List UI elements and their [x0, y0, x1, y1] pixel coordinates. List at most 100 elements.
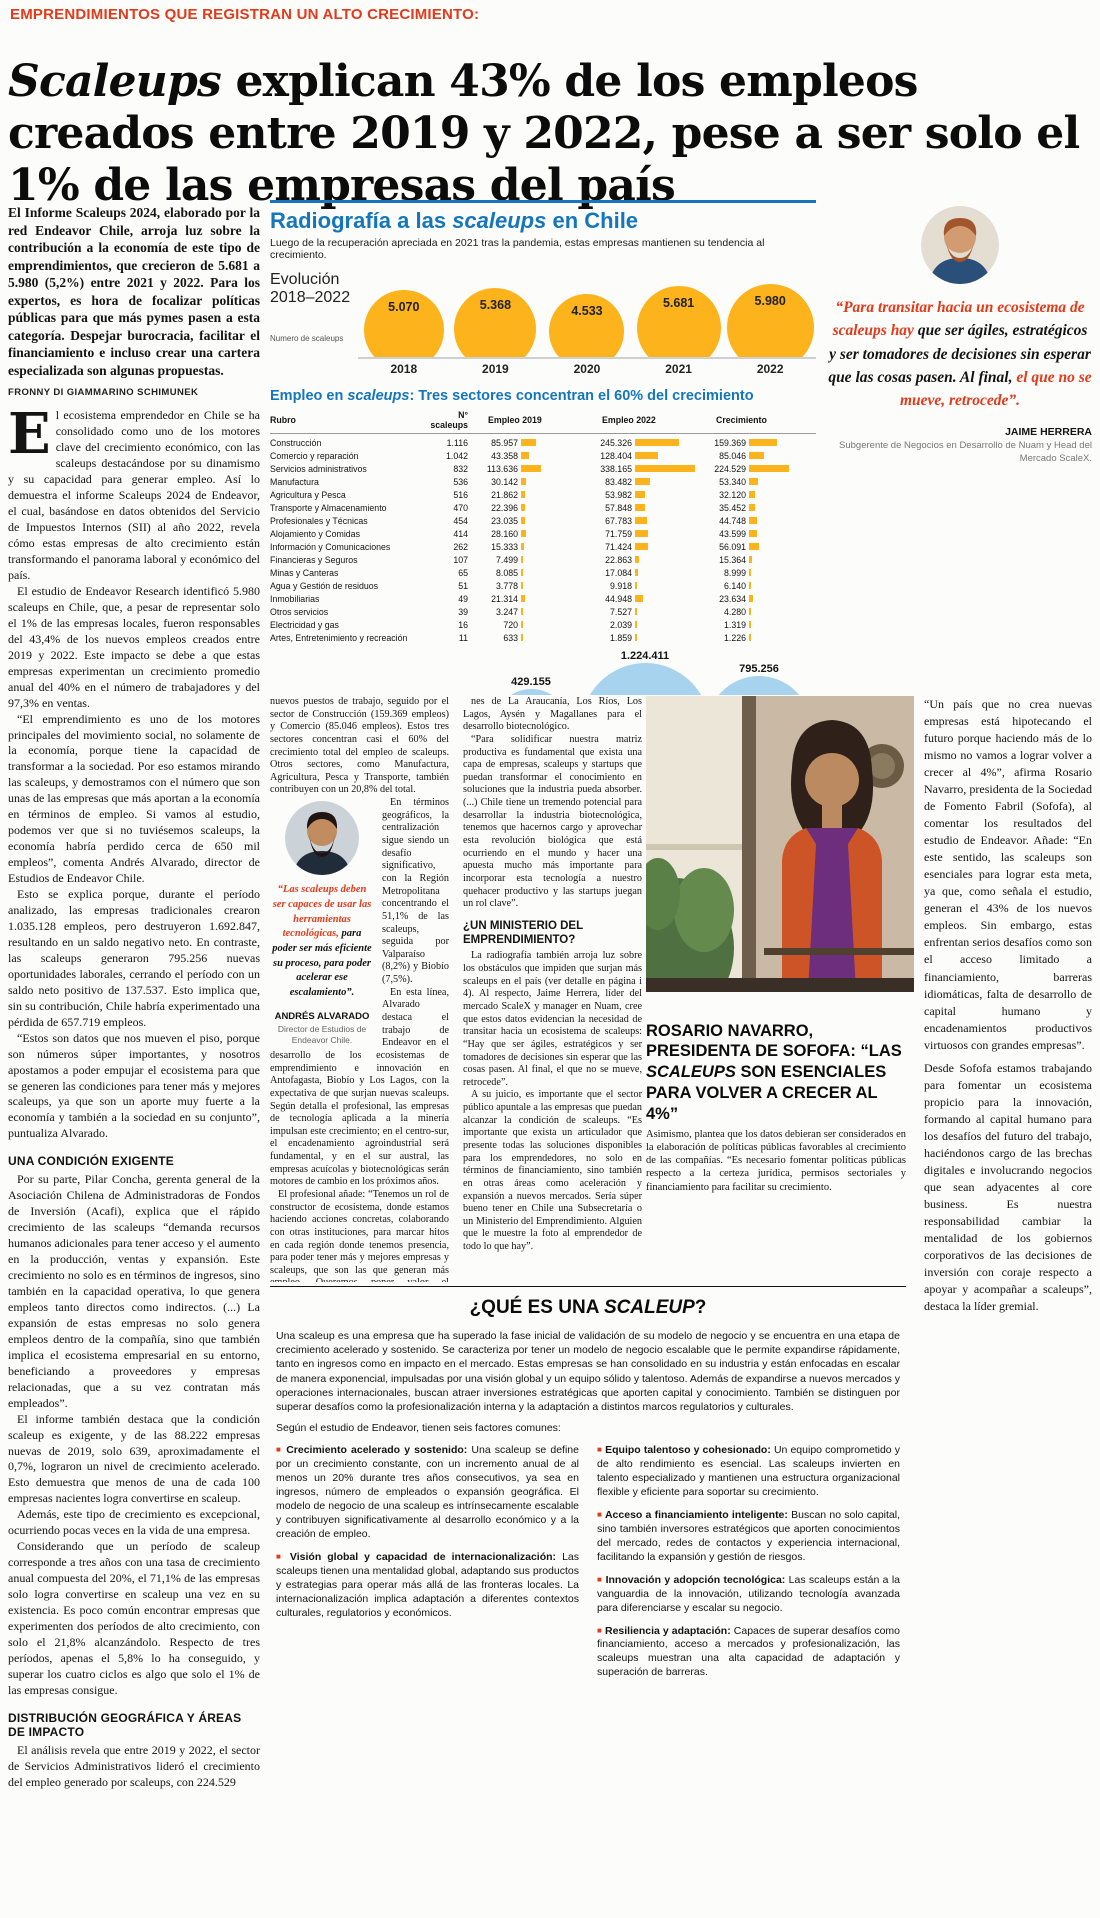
factor-item: ■ Visión global y capacidad de internaci… [276, 1551, 579, 1621]
value: 53.982 [605, 489, 632, 500]
value-cell: 53.340 [702, 477, 816, 487]
value-cell: 17.084 [588, 568, 702, 578]
value: 23.035 [491, 515, 518, 526]
left-paragraphs-a: El estudio de Endeavor Research identifi… [8, 584, 260, 1142]
factor-title: Crecimiento acelerado y sostenido: [282, 1444, 472, 1457]
lead-paragraph: El Informe Scaleups 2024, elaborado por … [8, 205, 260, 378]
value-bar [521, 530, 526, 537]
value-bar [749, 569, 751, 576]
value-cell: 2.039 [588, 620, 702, 630]
paragraph: Esto se explica porque, durante el perío… [8, 887, 260, 1029]
value-bar [749, 543, 759, 550]
n-scaleups-value: 16 [458, 619, 468, 630]
value: 128.404 [600, 450, 632, 461]
value: 15.333 [491, 541, 518, 552]
evolution-label-line2: 2018–2022 [270, 289, 351, 307]
middle-column-a: nuevos puestos de trabajo, seguido por e… [270, 696, 449, 1282]
evolution-years: 2018 2019 2020 2021 2022 [358, 362, 816, 376]
value-bar [521, 478, 526, 485]
table-row: Electricidad y gas 16 720 2.039 1.319 [270, 618, 816, 631]
table-row: Manufactura 536 30.142 83.482 53.340 [270, 475, 816, 488]
value: 159.369 [714, 437, 746, 448]
n-scaleups-value: 414 [453, 528, 468, 539]
factor-title: Acceso a financiamiento inteligente: [602, 1508, 792, 1521]
value: 30.142 [491, 476, 518, 487]
value-cell: 23.634 [702, 594, 816, 604]
factor-item: ■ Acceso a financiamiento inteligente: B… [597, 1509, 900, 1565]
n-scaleups-value: 1.042 [445, 450, 468, 461]
factor-item: ■ Innovación y adopción tecnológica: Las… [597, 1574, 900, 1616]
value-cell: 53.982 [588, 490, 702, 500]
n-scaleups-value: 11 [458, 632, 468, 643]
paragraph: A su juicio, es importante que el sector… [463, 1089, 642, 1253]
alvarado-title: Director de Estudios de Endeavor Chile. [277, 1024, 367, 1046]
value-bar [635, 543, 648, 550]
total-dome-shape [707, 676, 811, 695]
table-row: Agua y Gestión de residuos 51 3.778 9.918 6.… [270, 579, 816, 592]
byline: FRONNY DI GIAMMARINO SCHIMUNEK [8, 387, 199, 399]
value: 35.452 [719, 502, 746, 513]
value-cell: 35.452 [702, 503, 816, 513]
factor-title: Innovación y adopción tecnológica: [602, 1573, 789, 1586]
sector-name: Manufactura [270, 476, 319, 487]
value-cell: 43.599 [702, 529, 816, 539]
evolution-year: 2020 [573, 362, 601, 376]
value-cell: 15.333 [474, 542, 588, 552]
value: 83.482 [605, 476, 632, 487]
total-value: 429.155 [511, 676, 551, 688]
value-bar [635, 569, 638, 576]
employment-table-body: Construcción 1.116 85.957 245.326 159.369 Com… [270, 436, 816, 644]
paragraph: Por su parte, Pilar Concha, gerenta gene… [8, 1172, 260, 1410]
factor-text: Un equipo comprometido y de alto rendimi… [597, 1444, 900, 1498]
sector-name: Información y Comunicaciones [270, 541, 391, 552]
n-scaleups-value: 1.116 [446, 437, 468, 448]
n-scaleups-value: 454 [453, 515, 468, 526]
sector-name: Profesionales y Técnicas [270, 515, 368, 526]
opening-text: l ecosistema emprendedor en Chile se ha … [8, 408, 260, 582]
bullet-square-icon: ■ [276, 1445, 283, 1455]
value-cell: 1.319 [702, 620, 816, 630]
evolution-sublabel: Numero de scaleups [270, 333, 344, 343]
value-cell: 32.120 [702, 490, 816, 500]
value-bar [635, 439, 679, 446]
value-bar [635, 582, 637, 589]
middle-column-b: nes de La Araucanía, Los Ríos, Los Lagos… [463, 696, 642, 1282]
bullet-square-icon: ■ [597, 1625, 602, 1635]
value-bar [521, 634, 523, 641]
value-cell: 56.091 [702, 542, 816, 552]
value-bar [635, 491, 645, 498]
factor-item: ■ Crecimiento acelerado y sostenido: Una… [276, 1444, 579, 1542]
table-row: Otros servicios 39 3.247 7.527 4.280 [270, 605, 816, 618]
value-cell: 245.326 [588, 438, 702, 448]
navarro-text-under-headline: Asimismo, plantea que los datos debieran… [646, 1129, 906, 1193]
employment-title-italic: scaleups [347, 388, 410, 404]
value-bar [635, 478, 650, 485]
navarro-headline: ROSARIO NAVARRO, PRESIDENTA DE SOFOFA: “… [646, 1021, 906, 1125]
herrera-quote-black: que ser ágiles, estratégicos y ser tomad… [828, 322, 1091, 386]
employment-title-pre: Empleo en [270, 388, 348, 404]
navarro-photo [646, 696, 914, 992]
value: 7.527 [609, 606, 632, 617]
value: 3.247 [495, 606, 518, 617]
evolution-dome: 5.681 [633, 286, 725, 357]
evolution-value: 5.980 [754, 294, 786, 308]
sector-name: Electricidad y gas [270, 619, 339, 630]
value-bar [521, 543, 524, 550]
value-cell: 57.848 [588, 503, 702, 513]
mid-colB-a: nes de La Araucanía, Los Ríos, Los Lagos… [463, 696, 642, 911]
alvarado-quote: “Las scaleups deben ser capaces de usar … [270, 883, 374, 1001]
evolution-value: 4.533 [571, 304, 603, 318]
evolution-dome: 5.980 [724, 284, 816, 357]
value-cell: 8.085 [474, 568, 588, 578]
value: 338.165 [600, 463, 632, 474]
paragraph: El estudio de Endeavor Research identifi… [8, 583, 260, 710]
evolution-value: 5.070 [388, 300, 420, 314]
value: 113.636 [486, 463, 518, 474]
evolution-dome: 5.368 [450, 288, 542, 357]
section-title-distribucion: DISTRIBUCIÓN GEOGRÁFICA Y ÁREAS DE IMPAC… [8, 1710, 242, 1739]
evolution-year: 2022 [756, 362, 784, 376]
value-cell: 67.783 [588, 516, 702, 526]
infographic-title-pre: Radiografía a las [270, 208, 453, 233]
employment-table-header: Rubro N° scaleups Empleo 2019 Empleo 202… [270, 410, 816, 434]
headline-italic: Scaleups [8, 56, 222, 108]
